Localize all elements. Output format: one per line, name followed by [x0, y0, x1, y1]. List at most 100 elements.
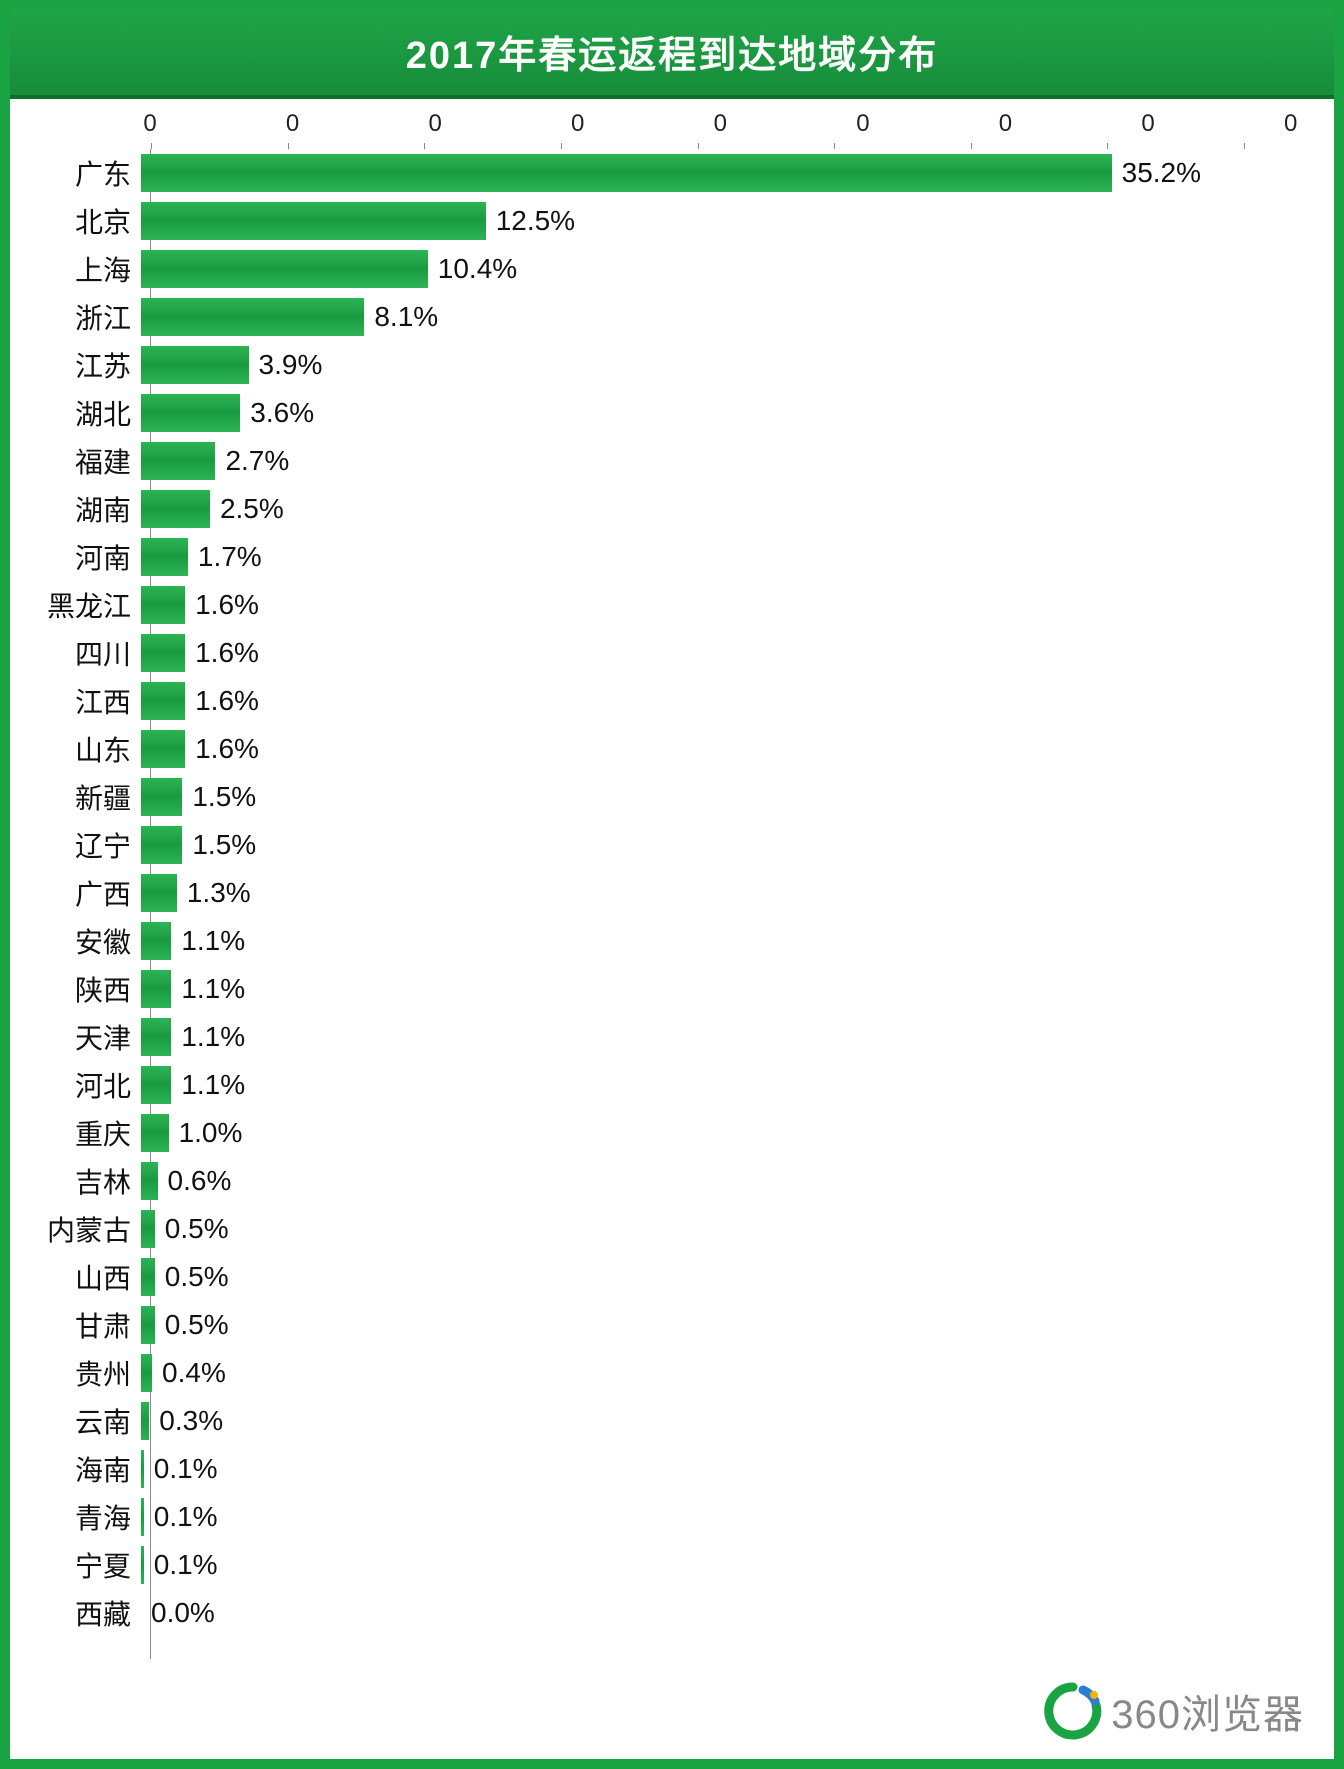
- category-label: 福建: [11, 441, 141, 481]
- bar: [141, 970, 171, 1008]
- bar-wrap: 1.1%: [141, 1013, 1244, 1061]
- bar: [141, 1450, 144, 1488]
- bar-row: 黑龙江 1.6%: [11, 581, 1244, 629]
- value-label: 1.6%: [195, 733, 259, 765]
- x-tick-label: 0: [999, 110, 1012, 138]
- category-label: 黑龙江: [11, 585, 141, 625]
- bar-row: 广东 35.2%: [11, 149, 1244, 197]
- bar-row: 河北1.1%: [11, 1061, 1244, 1109]
- value-label: 1.1%: [181, 1069, 245, 1101]
- category-label: 北京: [11, 201, 141, 241]
- bar-wrap: 2.5%: [141, 485, 1244, 533]
- value-label: 1.6%: [195, 685, 259, 717]
- x-tick-mark: [1244, 143, 1245, 149]
- bar-row: 甘肃0.5%: [11, 1301, 1244, 1349]
- bar: [141, 778, 182, 816]
- bar: [141, 1402, 149, 1440]
- value-label: 1.1%: [181, 1021, 245, 1053]
- category-label: 山西: [11, 1257, 141, 1297]
- bar: [141, 298, 364, 336]
- bar: [141, 490, 210, 528]
- bar-wrap: 1.5%: [141, 773, 1244, 821]
- bar: [141, 826, 182, 864]
- bar: [141, 1354, 152, 1392]
- bar-row: 江苏3.9%: [11, 341, 1244, 389]
- bar-wrap: 1.1%: [141, 965, 1244, 1013]
- value-label: 1.5%: [192, 781, 256, 813]
- bar: [141, 1114, 169, 1152]
- bar: [141, 1018, 171, 1056]
- bar-row: 福建 2.7%: [11, 437, 1244, 485]
- x-tick-label: 0: [714, 110, 727, 138]
- bar-wrap: 0.1%: [141, 1493, 1244, 1541]
- value-label: 1.3%: [187, 877, 251, 909]
- bar: [141, 634, 185, 672]
- bar: [141, 922, 171, 960]
- bar-wrap: 0.3%: [141, 1397, 1244, 1445]
- bar-wrap: 3.6%: [141, 389, 1244, 437]
- category-label: 甘肃: [11, 1305, 141, 1345]
- x-axis: 000000000: [150, 99, 1304, 149]
- category-label: 天津: [11, 1017, 141, 1057]
- category-label: 江西: [11, 681, 141, 721]
- bar-row: 浙江8.1%: [11, 293, 1244, 341]
- x-tick-label: 0: [1284, 110, 1297, 138]
- bar-row: 江西 1.6%: [11, 677, 1244, 725]
- chart-title: 2017年春运返程到达地域分布: [10, 10, 1334, 99]
- value-label: 1.6%: [195, 589, 259, 621]
- bar-wrap: 0.1%: [141, 1541, 1244, 1589]
- value-label: 0.0%: [151, 1597, 215, 1629]
- bar-row: 山东 1.6%: [11, 725, 1244, 773]
- category-label: 宁夏: [11, 1545, 141, 1585]
- category-label: 广东: [11, 153, 141, 193]
- bar: [141, 1546, 144, 1584]
- value-label: 0.3%: [159, 1405, 223, 1437]
- category-label: 新疆: [11, 777, 141, 817]
- category-label: 山东: [11, 729, 141, 769]
- value-label: 8.1%: [374, 301, 438, 333]
- bar-wrap: 0.1%: [141, 1445, 1244, 1493]
- bar: [141, 586, 185, 624]
- category-label: 湖北: [11, 393, 141, 433]
- bar: [141, 250, 428, 288]
- bar-row: 四川1.6%: [11, 629, 1244, 677]
- value-label: 2.7%: [225, 445, 289, 477]
- value-label: 35.2%: [1122, 157, 1201, 189]
- bar-row: 内蒙古0.5%: [11, 1205, 1244, 1253]
- bar-wrap: 2.7%: [141, 437, 1244, 485]
- bar-wrap: 35.2%: [141, 149, 1244, 197]
- value-label: 1.1%: [181, 925, 245, 957]
- value-label: 12.5%: [496, 205, 575, 237]
- bar-row: 青海0.1%: [11, 1493, 1244, 1541]
- category-label: 重庆: [11, 1113, 141, 1153]
- value-label: 1.6%: [195, 637, 259, 669]
- x-tick-label: 0: [143, 110, 156, 138]
- bar: [141, 874, 177, 912]
- bar-row: 北京 12.5%: [11, 197, 1244, 245]
- bar-wrap: 1.7%: [141, 533, 1244, 581]
- x-tick-label: 0: [286, 110, 299, 138]
- bar: [141, 1210, 155, 1248]
- value-label: 0.1%: [154, 1549, 218, 1581]
- bar: [141, 538, 188, 576]
- bar-row: 天津 1.1%: [11, 1013, 1244, 1061]
- bar-wrap: 1.6%: [141, 629, 1244, 677]
- bar: [141, 1498, 144, 1536]
- category-label: 广西: [11, 873, 141, 913]
- value-label: 1.5%: [192, 829, 256, 861]
- bar-wrap: 3.9%: [141, 341, 1244, 389]
- bar-wrap: 10.4%: [141, 245, 1244, 293]
- category-label: 上海: [11, 249, 141, 289]
- brand-text: 360浏览器: [1111, 1682, 1304, 1740]
- category-label: 辽宁: [11, 825, 141, 865]
- bar: [141, 442, 215, 480]
- x-tick-label: 0: [428, 110, 441, 138]
- bar-row: 陕西1.1%: [11, 965, 1244, 1013]
- bar-row: 安徽1.1%: [11, 917, 1244, 965]
- bar-wrap: 1.3%: [141, 869, 1244, 917]
- bar: [141, 394, 240, 432]
- bar-row: 辽宁 1.5%: [11, 821, 1244, 869]
- bar-wrap: 0.5%: [141, 1253, 1244, 1301]
- bar: [141, 154, 1112, 192]
- bar-wrap: 8.1%: [141, 293, 1244, 341]
